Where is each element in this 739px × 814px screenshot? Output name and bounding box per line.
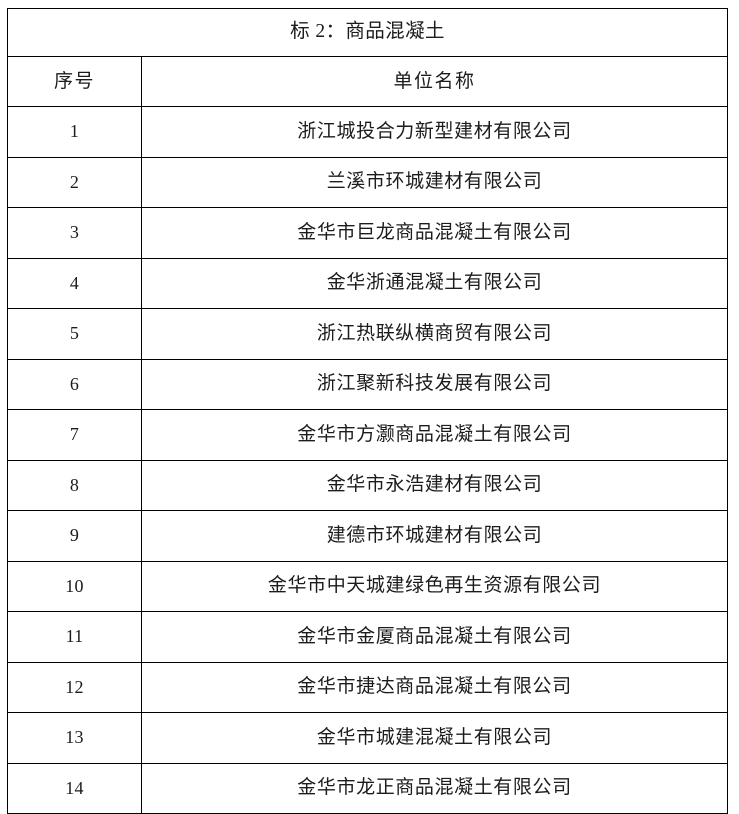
cell-index: 10 [7,560,142,612]
cell-unit-name: 金华浙通混凝土有限公司 [140,257,729,309]
cell-unit-name: 金华市中天城建绿色再生资源有限公司 [140,560,729,612]
cell-index: 13 [7,712,142,764]
cell-unit-name: 兰溪市环城建材有限公司 [140,156,729,208]
cell-index: 7 [7,409,142,461]
cell-unit-name: 金华市城建混凝土有限公司 [140,712,729,764]
cell-unit-name: 浙江热联纵横商贸有限公司 [140,308,729,360]
column-header-index: 序号 [7,56,142,107]
cell-unit-name: 浙江城投合力新型建材有限公司 [140,106,729,158]
table-row: 14 金华市龙正商品混凝土有限公司 [7,762,729,814]
cell-index: 11 [7,611,142,663]
cell-unit-name: 金华市龙正商品混凝土有限公司 [140,762,729,814]
table-row: 5 浙江热联纵横商贸有限公司 [7,308,729,360]
cell-unit-name: 金华市永浩建材有限公司 [140,459,729,511]
cell-unit-name: 浙江聚新科技发展有限公司 [140,358,729,410]
cell-unit-name: 金华市巨龙商品混凝土有限公司 [140,207,729,259]
table-row: 9 建德市环城建材有限公司 [7,510,729,562]
table-row: 7 金华市方灏商品混凝土有限公司 [7,409,729,461]
table-row: 12 金华市捷达商品混凝土有限公司 [7,661,729,713]
table-row: 11 金华市金厦商品混凝土有限公司 [7,611,729,663]
table-body: 标 2：商品混凝土 序号 单位名称 1 浙江城投合力新型建材有限公司 2 兰溪市… [6,8,729,814]
table-title-row: 标 2：商品混凝土 [6,8,729,57]
cell-index: 4 [7,257,142,309]
table-row: 8 金华市永浩建材有限公司 [7,459,729,511]
cell-unit-name: 金华市金厦商品混凝土有限公司 [140,611,729,663]
cell-index: 1 [7,106,142,158]
table-header-row: 序号 单位名称 [7,56,729,107]
cell-index: 9 [7,510,142,562]
cell-index: 14 [7,762,142,814]
cell-index: 2 [7,156,142,208]
cell-index: 5 [7,308,142,360]
cell-unit-name: 建德市环城建材有限公司 [140,510,729,562]
cell-index: 6 [7,358,142,410]
cell-unit-name: 金华市方灏商品混凝土有限公司 [140,409,729,461]
cell-index: 8 [7,459,142,511]
cell-index: 3 [7,207,142,259]
table-title: 标 2：商品混凝土 [6,8,729,57]
column-header-name: 单位名称 [140,56,729,107]
table-row: 6 浙江聚新科技发展有限公司 [7,358,729,410]
table-row: 10 金华市中天城建绿色再生资源有限公司 [7,560,729,612]
table-row: 1 浙江城投合力新型建材有限公司 [7,106,729,158]
table-row: 3 金华市巨龙商品混凝土有限公司 [7,207,729,259]
bid-section-table: 标 2：商品混凝土 序号 单位名称 1 浙江城投合力新型建材有限公司 2 兰溪市… [6,8,729,814]
table-row: 2 兰溪市环城建材有限公司 [7,156,729,208]
cell-unit-name: 金华市捷达商品混凝土有限公司 [140,661,729,713]
table-row: 4 金华浙通混凝土有限公司 [7,257,729,309]
cell-index: 12 [7,661,142,713]
table-row: 13 金华市城建混凝土有限公司 [7,712,729,764]
